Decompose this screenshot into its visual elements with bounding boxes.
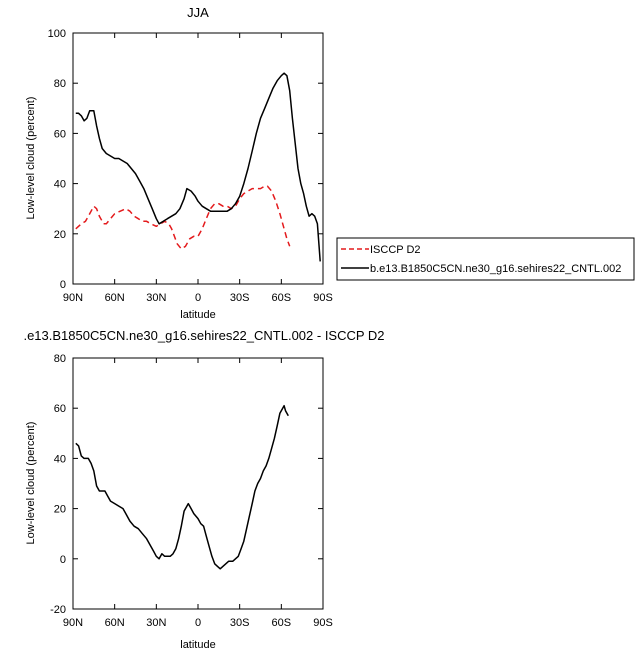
top-x-tick-label: 90S	[313, 292, 333, 304]
bottom-y-tick-label: 80	[54, 353, 66, 365]
top-x-axis-title: latitude	[180, 309, 215, 321]
bottom-x-tick-label: 60S	[272, 617, 292, 629]
top-x-ticks: 90N 60N 30N 0 30S 60S 90S	[63, 33, 333, 304]
top-y-tick-label: 40	[54, 179, 66, 191]
bottom-x-tick-label: 30S	[230, 617, 250, 629]
bottom-series-line-difference	[75, 404, 289, 570]
bottom-y-tick-label: 0	[60, 554, 66, 566]
bottom-y-ticks: -20 0 20 40 60 80	[50, 353, 323, 616]
top-x-tick-label: 30S	[230, 292, 250, 304]
top-y-tick-label: 100	[48, 28, 66, 40]
legend-label-isccp: ISCCP D2	[370, 244, 421, 256]
top-x-tick-label: 0	[195, 292, 201, 304]
bottom-y-axis-title: Low-level cloud (percent)	[25, 422, 37, 545]
bottom-x-tick-label: 90S	[313, 617, 333, 629]
bottom-x-tick-label: 90N	[63, 617, 83, 629]
bottom-x-tick-label: 0	[195, 617, 201, 629]
top-series	[75, 72, 321, 262]
bottom-y-tick-label: 60	[54, 403, 66, 415]
top-y-tick-label: 0	[60, 279, 66, 291]
legend-label-model: b.e13.B1850C5CN.ne30_g16.sehires22_CNTL.…	[370, 263, 621, 275]
bottom-panel: .e13.B1850C5CN.ne30_g16.sehires22_CNTL.0…	[23, 328, 384, 651]
top-y-tick-label: 80	[54, 78, 66, 90]
top-series-line-model	[75, 72, 321, 262]
bottom-y-tick-label: 20	[54, 504, 66, 516]
top-x-tick-label: 60N	[105, 292, 125, 304]
bottom-y-tick-label: 40	[54, 453, 66, 465]
bottom-plot-frame	[72, 357, 324, 610]
top-y-ticks: 0 20 40 60 80 100	[48, 28, 323, 291]
top-plot-frame	[72, 32, 324, 285]
top-chart-title: JJA	[187, 5, 209, 20]
legend-box	[336, 237, 635, 281]
top-x-tick-label: 90N	[63, 292, 83, 304]
bottom-x-tick-label: 30N	[146, 617, 166, 629]
top-y-axis-title: Low-level cloud (percent)	[25, 97, 37, 220]
bottom-y-tick-label: -20	[50, 604, 66, 616]
bottom-x-tick-label: 60N	[105, 617, 125, 629]
bottom-series	[75, 404, 289, 570]
bottom-x-axis-title: latitude	[180, 639, 215, 651]
legend: ISCCP D2 b.e13.B1850C5CN.ne30_g16.sehire…	[336, 237, 635, 281]
bottom-chart-title: .e13.B1850C5CN.ne30_g16.sehires22_CNTL.0…	[23, 328, 384, 343]
top-y-tick-label: 20	[54, 229, 66, 241]
top-panel: JJA 0 20 40 60 80 100 90N 60N 30N 0 30S 60S 90S lat…	[25, 5, 333, 321]
top-x-tick-label: 60S	[272, 292, 292, 304]
top-series-line-isccp	[75, 185, 291, 250]
top-x-tick-label: 30N	[146, 292, 166, 304]
bottom-x-ticks: 90N 60N 30N 0 30S 60S 90S	[63, 358, 333, 629]
top-y-tick-label: 60	[54, 128, 66, 140]
